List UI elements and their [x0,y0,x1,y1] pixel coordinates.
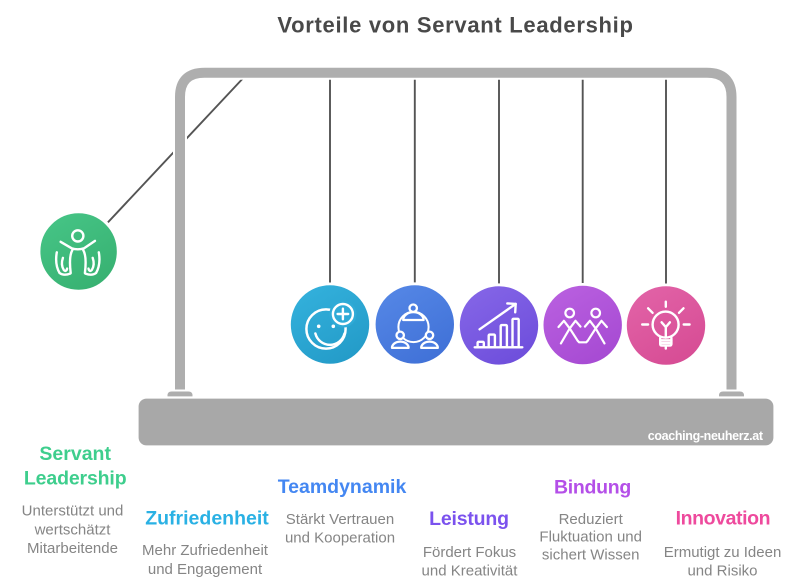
svg-text:Unterstützt und: Unterstützt und [22,503,124,520]
svg-text:Fördert Fokus: Fördert Fokus [423,544,516,561]
svg-text:Leadership: Leadership [24,468,127,490]
svg-text:coaching-neuherz.at: coaching-neuherz.at [648,429,764,443]
svg-text:Reduziert: Reduziert [559,511,624,528]
svg-text:Bindung: Bindung [554,476,631,498]
svg-text:Fluktuation und: Fluktuation und [539,529,642,546]
svg-text:Vorteile von Servant Leadershi: Vorteile von Servant Leadership [277,13,633,38]
svg-text:Innovation: Innovation [676,507,771,529]
svg-text:Stärkt Vertrauen: Stärkt Vertrauen [286,511,394,528]
svg-text:Servant: Servant [39,443,111,465]
svg-text:und Engagement: und Engagement [148,561,263,578]
svg-text:Teamdynamik: Teamdynamik [278,476,407,498]
svg-text:und Kooperation: und Kooperation [285,530,395,547]
svg-text:Mehr Zufriedenheit: Mehr Zufriedenheit [142,542,269,559]
svg-text:und Risiko: und Risiko [687,563,757,578]
svg-text:wertschätzt: wertschätzt [34,521,112,538]
svg-text:sichert Wissen: sichert Wissen [542,546,640,563]
svg-text:Mitarbeitende: Mitarbeitende [27,540,118,557]
svg-text:Zufriedenheit: Zufriedenheit [145,507,269,529]
svg-text:Ermutigt zu Ideen: Ermutigt zu Ideen [664,544,782,561]
svg-text:und Kreativität: und Kreativität [422,563,519,578]
svg-text:Leistung: Leistung [429,508,509,530]
